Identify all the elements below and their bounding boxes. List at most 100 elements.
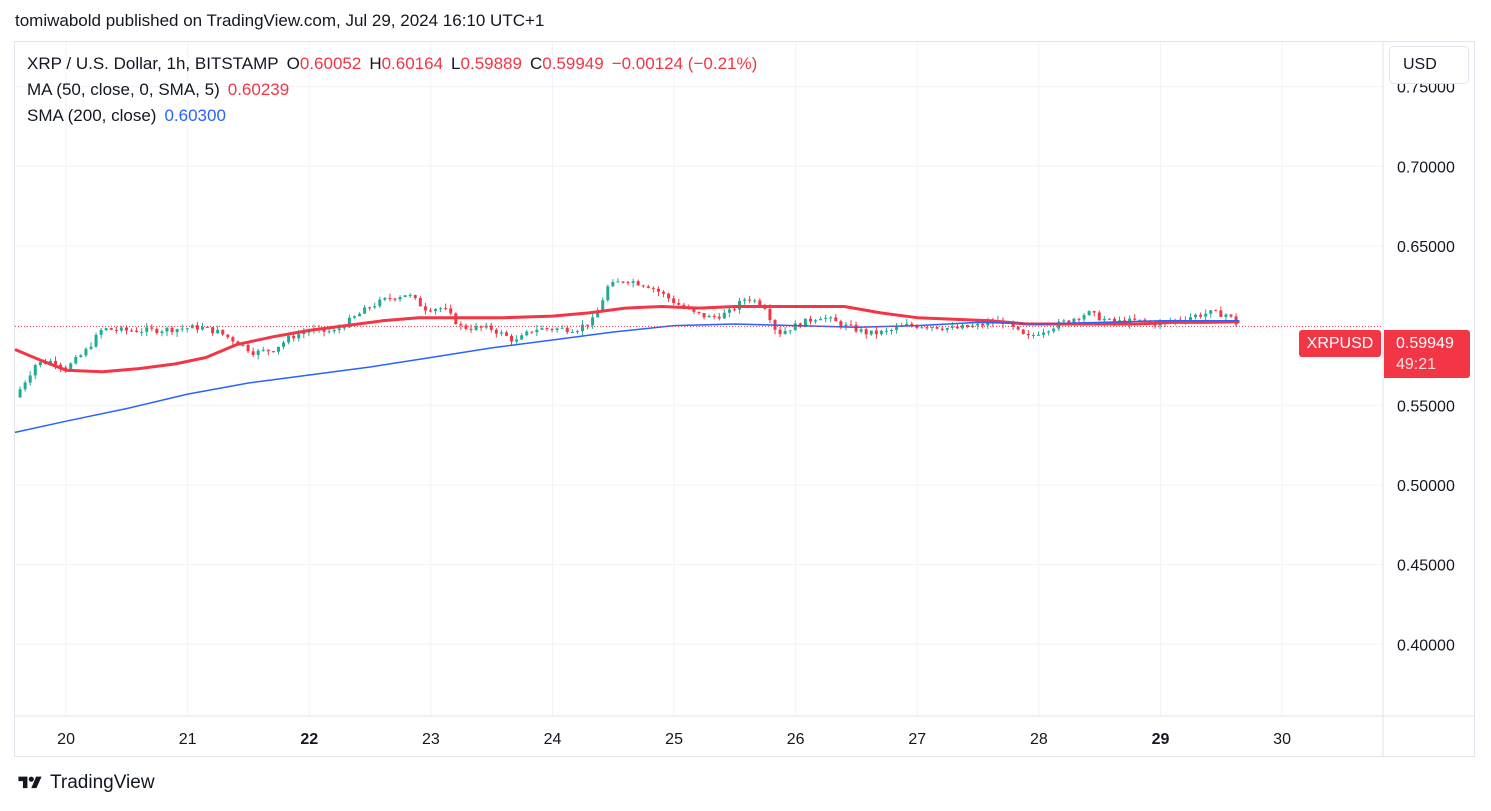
candle-body xyxy=(930,326,934,328)
candle-body xyxy=(515,339,519,342)
candle-body xyxy=(124,327,128,331)
legend-sma-label: SMA (200, close) xyxy=(27,106,157,125)
candle-body xyxy=(89,346,93,349)
candle-body xyxy=(677,303,681,305)
candle-body xyxy=(104,328,108,331)
legend-ma-label: MA (50, close, 0, SMA, 5) xyxy=(27,80,220,99)
candle-body xyxy=(114,329,118,331)
candle-body xyxy=(849,324,853,326)
candle-body xyxy=(221,329,225,335)
candle-body xyxy=(1224,314,1228,317)
candle-body xyxy=(656,288,660,292)
candle-body xyxy=(59,364,63,368)
legend-ma[interactable]: MA (50, close, 0, SMA, 5) 0.60239 xyxy=(27,80,289,100)
candle-body xyxy=(38,362,42,366)
last-price-value: 0.59949 xyxy=(1396,335,1454,352)
candle-body xyxy=(550,329,554,331)
candle-body xyxy=(302,332,306,335)
candle-body xyxy=(560,327,564,329)
candle-body xyxy=(99,330,103,335)
candle-body xyxy=(135,330,139,333)
candle-body xyxy=(596,311,600,318)
footer-brand[interactable]: TradingView xyxy=(15,772,155,794)
candle-body xyxy=(717,316,721,319)
currency-button[interactable]: USD xyxy=(1389,46,1469,84)
candle-body xyxy=(287,335,291,343)
candle-body xyxy=(803,318,807,327)
candle-body xyxy=(819,318,823,321)
candle-body xyxy=(1082,315,1086,320)
candle-body xyxy=(621,281,625,283)
candle-body xyxy=(368,307,372,309)
candle-body xyxy=(1209,310,1213,314)
candle-body xyxy=(960,325,964,329)
candle-body xyxy=(251,351,255,355)
candle-body xyxy=(545,328,549,330)
candle-body xyxy=(869,330,873,335)
candle-body xyxy=(504,332,508,336)
candle-body xyxy=(226,334,230,338)
candle-body xyxy=(74,357,78,364)
candle-body xyxy=(722,312,726,319)
footer-brand-label: TradingView xyxy=(50,772,155,793)
candle-body xyxy=(282,342,286,347)
legend-c-label: C xyxy=(529,54,543,73)
candle-body xyxy=(332,329,336,332)
candle-body xyxy=(408,295,412,297)
candle-body xyxy=(890,329,894,331)
candle-body xyxy=(748,299,752,301)
candle-body xyxy=(606,286,610,301)
candle-body xyxy=(1016,326,1020,330)
candle-body xyxy=(48,360,52,364)
candle-body xyxy=(337,328,341,330)
candle-body xyxy=(915,325,919,328)
candlestick-series xyxy=(18,278,1238,398)
candle-body xyxy=(428,310,432,312)
candle-body xyxy=(1229,314,1233,317)
candle-body xyxy=(388,297,392,299)
candle-body xyxy=(1077,318,1081,320)
candle-body xyxy=(520,335,524,340)
candle-body xyxy=(920,327,924,329)
candle-body xyxy=(884,330,888,332)
x-tick-label: 21 xyxy=(179,731,197,748)
candle-body xyxy=(753,300,757,302)
candle-body xyxy=(692,308,696,312)
x-tick-label: 28 xyxy=(1030,731,1048,748)
candle-body xyxy=(1102,318,1106,321)
candle-body xyxy=(185,328,189,330)
candle-body xyxy=(1204,313,1208,317)
candle-body xyxy=(378,299,382,307)
candle-body xyxy=(1138,319,1142,321)
candle-body xyxy=(358,313,362,317)
legend-ohlc[interactable]: XRP / U.S. Dollar, 1h, BITSTAMP O0.60052 H… xyxy=(27,54,757,74)
candle-body xyxy=(530,331,534,333)
candle-body xyxy=(940,328,944,330)
candle-body xyxy=(525,331,529,336)
indicator-lines xyxy=(14,305,1240,434)
candle-body xyxy=(271,351,275,353)
legend-sma[interactable]: SMA (200, close) 0.60300 xyxy=(27,106,226,126)
candle-body xyxy=(824,317,828,319)
candle-body xyxy=(1194,314,1198,318)
candle-body xyxy=(732,309,736,311)
candle-body xyxy=(1133,318,1137,320)
x-tick-label: 23 xyxy=(422,731,440,748)
publisher-line: tomiwabold published on TradingView.com,… xyxy=(15,11,545,30)
candle-body xyxy=(535,329,539,333)
candle-body xyxy=(352,316,356,318)
candle-body xyxy=(423,306,427,311)
candle-body xyxy=(667,293,671,299)
candle-body xyxy=(1092,311,1096,313)
candle-body xyxy=(444,308,448,310)
candle-body xyxy=(23,382,27,390)
legend-l-label: L xyxy=(451,54,461,73)
candle-body xyxy=(1036,334,1040,336)
candle-body xyxy=(829,317,833,319)
candle-body xyxy=(459,324,463,326)
candle-body xyxy=(727,309,731,313)
tradingview-logo-icon xyxy=(18,776,42,789)
candle-body xyxy=(241,344,245,346)
candle-body xyxy=(874,330,878,335)
